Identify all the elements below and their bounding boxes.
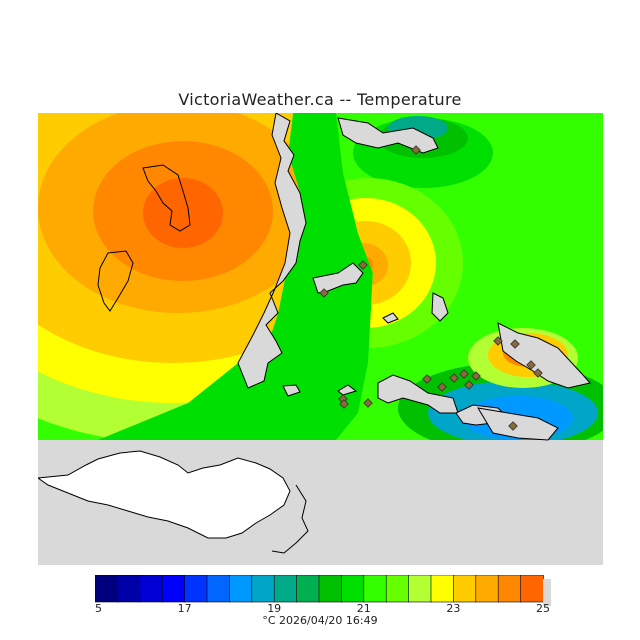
- colorbar-tick-label: 25: [536, 602, 550, 615]
- station-marker[interactable]: [437, 382, 447, 392]
- scale-caption: °C 2026/04/20 16:49: [0, 614, 640, 627]
- map-title: VictoriaWeather.ca -- Temperature: [178, 90, 462, 109]
- saanich-peninsula-land: [237, 113, 307, 389]
- station-marker[interactable]: [510, 339, 520, 349]
- peninsula-coast-detail: [271, 484, 309, 554]
- timestamp-label: 2026/04/20 16:49: [279, 614, 378, 627]
- temperature-map[interactable]: [38, 113, 603, 565]
- station-marker[interactable]: [363, 398, 373, 408]
- colorbar-swatch: [206, 575, 231, 603]
- lopez-island-land: [377, 374, 459, 414]
- temperature-field: [38, 113, 603, 440]
- colorbar-tick-label: 23: [446, 602, 460, 615]
- station-marker[interactable]: [508, 421, 518, 431]
- small-island-3: [337, 384, 358, 396]
- station-marker[interactable]: [471, 371, 481, 381]
- colorbar-swatch: [139, 575, 163, 603]
- colorbar-swatch: [520, 575, 544, 603]
- colorbar-swatch: [273, 575, 298, 603]
- colorbar-swatch: [408, 575, 432, 603]
- san-juan-island-land: [431, 292, 449, 322]
- colorbar-swatch: [385, 575, 410, 603]
- station-marker[interactable]: [464, 380, 474, 390]
- station-marker[interactable]: [459, 369, 469, 379]
- colorbar-swatch: [296, 575, 320, 603]
- colorbar-swatch: [184, 575, 208, 603]
- colorbar-swatch: [318, 575, 343, 603]
- station-marker[interactable]: [526, 360, 536, 370]
- colorbar-swatch: [161, 575, 186, 603]
- station-marker[interactable]: [411, 145, 421, 155]
- station-marker[interactable]: [339, 399, 349, 409]
- colorbar-swatch: [363, 575, 387, 603]
- colorbar-tick-label: 15: [95, 602, 102, 615]
- station-marker[interactable]: [533, 368, 543, 378]
- station-marker[interactable]: [358, 260, 368, 270]
- lake-northwest: [142, 164, 191, 232]
- colorbar-tick-label: 17: [178, 602, 192, 615]
- colorbar-swatch: [497, 575, 522, 603]
- colorbar-tick-label: 19: [267, 602, 281, 615]
- colorbar-swatch: [229, 575, 253, 603]
- temperature-colorbar: 15 17 19 21 23 25: [95, 575, 551, 615]
- colorbar-shadow: [543, 579, 551, 606]
- colorbar-swatch: [95, 575, 119, 603]
- point-roberts-land: [337, 117, 439, 154]
- colorbar-swatch: [251, 575, 276, 603]
- colorbar-swatch: [341, 575, 365, 603]
- inland-lakes: [97, 164, 191, 312]
- station-marker[interactable]: [319, 288, 329, 298]
- colorbar-swatch: [430, 575, 455, 603]
- small-island-2: [382, 312, 399, 324]
- lake-southwest: [97, 250, 134, 312]
- station-marker[interactable]: [449, 373, 459, 383]
- coastline: [237, 113, 591, 441]
- colorbar-swatch: [117, 575, 141, 603]
- colorbar-swatch: [475, 575, 499, 603]
- station-marker[interactable]: [422, 374, 432, 384]
- units-label: °C: [262, 614, 276, 627]
- station-markers: [319, 145, 543, 431]
- colorbar-tick-label: 21: [357, 602, 371, 615]
- small-island-1: [282, 384, 301, 397]
- southeast-shore-land: [497, 322, 591, 389]
- peninsula-lowland: [38, 450, 291, 539]
- southeast-shore-lower: [477, 407, 559, 441]
- station-marker[interactable]: [493, 336, 503, 346]
- colorbar-swatch: [453, 575, 477, 603]
